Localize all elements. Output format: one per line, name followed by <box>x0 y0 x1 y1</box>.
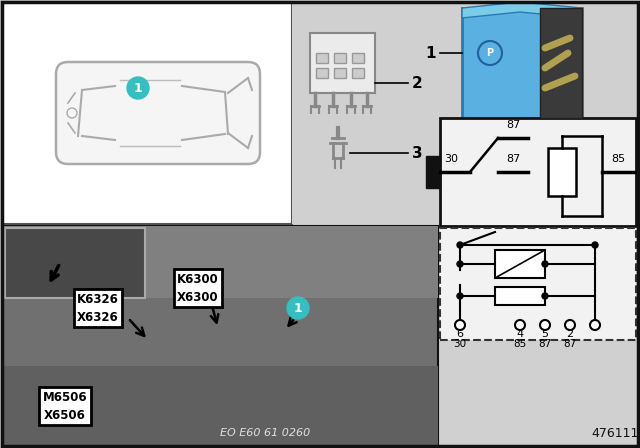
Bar <box>2 366 438 446</box>
Circle shape <box>478 41 502 65</box>
Text: 3: 3 <box>412 146 422 160</box>
Circle shape <box>457 242 463 248</box>
Bar <box>495 250 545 278</box>
Circle shape <box>457 261 463 267</box>
Circle shape <box>542 293 548 299</box>
Circle shape <box>457 293 463 299</box>
Bar <box>495 287 545 305</box>
Text: 1: 1 <box>294 302 302 314</box>
Bar <box>548 148 576 196</box>
Circle shape <box>127 77 149 99</box>
Bar <box>440 228 636 340</box>
Text: 2: 2 <box>412 76 423 90</box>
FancyBboxPatch shape <box>56 62 260 164</box>
Circle shape <box>592 242 598 248</box>
Bar <box>316 68 328 78</box>
Text: 5: 5 <box>541 329 548 339</box>
Text: P: P <box>486 48 493 58</box>
Polygon shape <box>462 2 582 18</box>
Circle shape <box>540 320 550 330</box>
Circle shape <box>590 320 600 330</box>
Circle shape <box>542 261 548 267</box>
Bar <box>540 8 582 118</box>
Text: 87: 87 <box>538 339 552 349</box>
Bar <box>292 2 432 224</box>
Text: 87: 87 <box>563 339 577 349</box>
Bar <box>2 226 438 446</box>
Text: 4: 4 <box>516 329 524 339</box>
Text: 87: 87 <box>506 154 520 164</box>
Text: 2: 2 <box>566 329 573 339</box>
Bar <box>310 33 375 93</box>
Text: 30: 30 <box>444 154 458 164</box>
Text: 30: 30 <box>453 339 467 349</box>
Text: K6300
X6300: K6300 X6300 <box>177 272 219 303</box>
Bar <box>334 53 346 63</box>
Text: 6: 6 <box>456 329 463 339</box>
Text: 85: 85 <box>611 154 625 164</box>
Bar <box>316 53 328 63</box>
Text: 476111: 476111 <box>591 427 639 440</box>
Circle shape <box>515 320 525 330</box>
Bar <box>462 8 582 118</box>
Text: 87: 87 <box>506 120 520 130</box>
Bar <box>426 156 440 188</box>
Text: EO E60 61 0260: EO E60 61 0260 <box>220 428 310 438</box>
Text: 1: 1 <box>134 82 142 95</box>
Bar <box>5 228 145 298</box>
Text: K6326
X6326: K6326 X6326 <box>77 293 119 323</box>
Circle shape <box>287 297 309 319</box>
Bar <box>334 68 346 78</box>
Circle shape <box>565 320 575 330</box>
Text: 85: 85 <box>513 339 527 349</box>
Bar <box>352 68 364 78</box>
Bar <box>2 226 438 298</box>
Text: M6506
X6506: M6506 X6506 <box>43 391 87 422</box>
Bar <box>352 53 364 63</box>
Bar <box>440 118 636 226</box>
Bar <box>2 2 292 224</box>
Circle shape <box>455 320 465 330</box>
Text: 1: 1 <box>426 46 436 60</box>
